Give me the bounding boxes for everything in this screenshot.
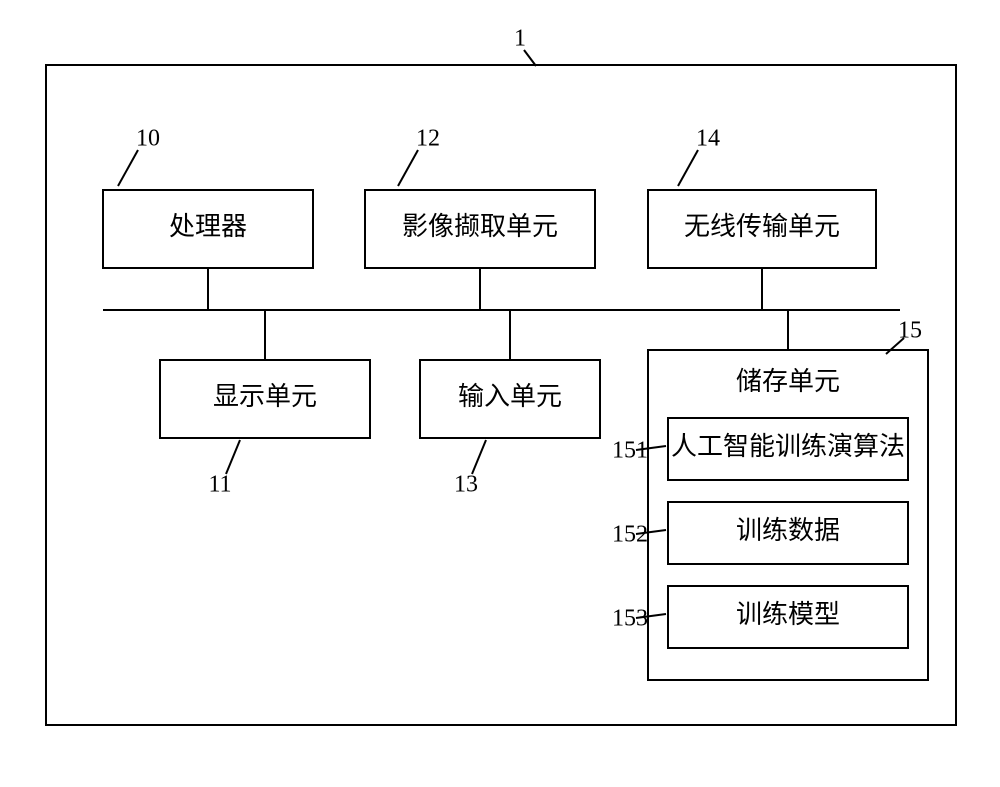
- block-10-text: 处理器: [169, 212, 247, 241]
- leader-15: [886, 338, 904, 354]
- block-12-text: 影像撷取单元: [402, 212, 558, 241]
- block-11-text: 显示单元: [213, 382, 317, 411]
- block-14-text: 无线传输单元: [684, 212, 840, 241]
- leader-11: [226, 440, 240, 474]
- sub-151-text: 人工智能训练演算法: [671, 432, 905, 461]
- leader-13: [472, 440, 486, 474]
- outer-leader: [524, 50, 536, 66]
- leader-12: [398, 150, 418, 186]
- label-11: 11: [208, 472, 231, 498]
- leader-14: [678, 150, 698, 186]
- block-13-text: 输入单元: [458, 382, 562, 411]
- label-12: 12: [416, 126, 440, 152]
- leader-10: [118, 150, 138, 186]
- label-14: 14: [696, 126, 720, 152]
- sub-153-text: 训练模型: [736, 600, 840, 629]
- label-153: 153: [612, 606, 648, 632]
- label-13: 13: [454, 472, 478, 498]
- label-10: 10: [136, 126, 160, 152]
- outer-label: 1: [514, 26, 526, 52]
- label-151: 151: [612, 438, 648, 464]
- sub-152-text: 训练数据: [736, 516, 840, 545]
- label-152: 152: [612, 522, 648, 548]
- storage-title: 储存单元: [736, 367, 840, 396]
